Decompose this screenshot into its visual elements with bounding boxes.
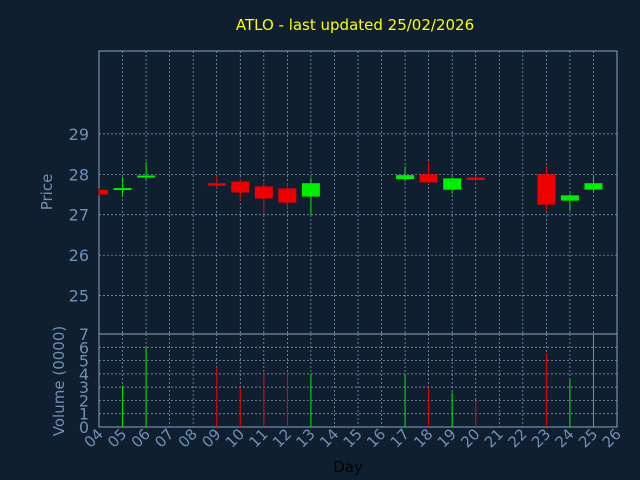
x-tick-label: 22 — [504, 425, 530, 451]
x-tick-label: 15 — [340, 425, 366, 451]
price-tick-label: 29 — [69, 125, 89, 144]
volume-tick-label: 7 — [79, 325, 89, 344]
candles — [98, 161, 603, 215]
volume-tick-label: 0 — [79, 418, 89, 437]
price-tick-label: 28 — [69, 165, 89, 184]
x-tick-label: 18 — [410, 425, 436, 451]
x-tick-label: 16 — [363, 425, 389, 451]
price-tick-label: 26 — [69, 246, 89, 265]
x-tick-label: 26 — [599, 425, 625, 451]
volume-grid — [98, 334, 618, 427]
x-tick-label: 24 — [552, 425, 578, 451]
volume-tick-label: 2 — [79, 391, 89, 410]
price-tick-label: 25 — [69, 287, 89, 306]
x-tick-label: 09 — [198, 425, 224, 451]
candle-body — [537, 174, 556, 205]
x-tick-label: 08 — [175, 425, 201, 451]
x-tick-label: 07 — [151, 425, 177, 451]
candle-body — [137, 175, 156, 178]
candle-body — [113, 188, 132, 191]
x-tick-labels: 0405060708091011121314151617181920212223… — [81, 425, 625, 451]
volume-axis-label: Volume (0000) — [50, 326, 68, 436]
candle-body — [466, 177, 485, 180]
candle-body — [560, 195, 579, 201]
x-tick-label: 23 — [528, 425, 554, 451]
x-tick-label: 25 — [575, 425, 601, 451]
x-tick-label: 06 — [128, 425, 154, 451]
price-y-ticks: 25 26 27 28 29 — [69, 125, 89, 306]
volume-tick-label: 3 — [79, 378, 89, 397]
candle-body — [584, 183, 603, 190]
x-tick-label: 19 — [434, 425, 460, 451]
x-tick-label: 10 — [222, 425, 248, 451]
x-tick-label: 14 — [316, 425, 342, 451]
candle-body — [254, 186, 273, 199]
x-tick-label: 12 — [269, 425, 295, 451]
x-tick-label: 21 — [481, 425, 507, 451]
x-tick-label: 11 — [245, 425, 271, 451]
volume-tick-label: 1 — [79, 405, 89, 424]
candle-body — [443, 178, 462, 190]
volume-tick-label: 4 — [79, 365, 89, 384]
candle-body — [99, 189, 108, 195]
x-tick-label: 13 — [293, 425, 319, 451]
x-tick-label: 17 — [387, 425, 413, 451]
candle-body — [207, 183, 226, 186]
candle-body — [231, 181, 250, 193]
price-axis-label: Price — [38, 174, 56, 211]
price-tick-label: 27 — [69, 206, 89, 225]
candle-body — [278, 188, 297, 203]
volume-bars — [122, 335, 594, 427]
candle-body — [301, 183, 320, 197]
x-tick-label: 05 — [104, 425, 130, 451]
chart-title: ATLO - last updated 25/02/2026 — [236, 16, 474, 34]
volume-tick-label: 5 — [79, 352, 89, 371]
volume-tick-label: 6 — [79, 338, 89, 357]
x-tick-label: 20 — [457, 425, 483, 451]
x-axis-label: Day — [333, 458, 363, 476]
candle-body — [419, 174, 438, 183]
candle-body — [396, 175, 415, 180]
